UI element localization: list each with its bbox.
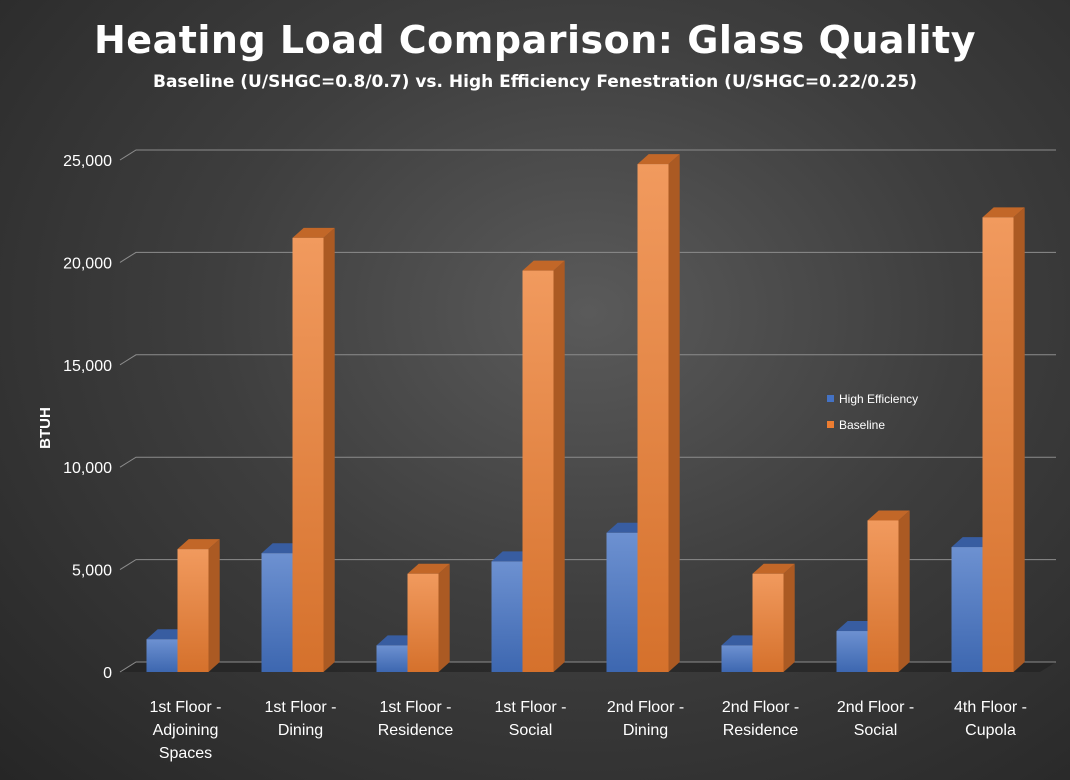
gridline bbox=[119, 354, 1056, 366]
legend-swatch bbox=[827, 395, 834, 402]
bar-front bbox=[637, 164, 669, 672]
bar-baseline bbox=[407, 563, 450, 672]
y-tick-label: 25,000 bbox=[63, 153, 112, 170]
bar-baseline bbox=[522, 260, 565, 672]
bar-side bbox=[208, 539, 220, 672]
y-tick-label: 20,000 bbox=[63, 255, 112, 272]
bar-baseline bbox=[752, 563, 795, 672]
y-tick-label: 15,000 bbox=[63, 358, 112, 375]
bar-front bbox=[146, 639, 178, 672]
bar-side bbox=[553, 260, 565, 672]
bar-top bbox=[522, 260, 565, 271]
x-tick-label: Residence bbox=[723, 722, 799, 739]
x-tick-label: Spaces bbox=[159, 745, 212, 762]
bar-front bbox=[721, 645, 753, 672]
bar-front bbox=[606, 532, 638, 672]
bar-side bbox=[438, 563, 450, 672]
bar-front bbox=[407, 573, 439, 672]
bar-baseline bbox=[292, 227, 335, 672]
gridline bbox=[119, 251, 1056, 263]
x-tick-label: Cupola bbox=[965, 722, 1016, 739]
bar-front bbox=[752, 573, 784, 672]
bar-front bbox=[982, 217, 1014, 672]
legend-label: Baseline bbox=[839, 418, 885, 432]
bar-side bbox=[783, 563, 795, 672]
x-tick-label: Adjoining bbox=[153, 722, 219, 739]
bar-front bbox=[522, 270, 554, 672]
gridline bbox=[119, 149, 1056, 161]
bar-baseline bbox=[867, 510, 910, 672]
bar-baseline bbox=[637, 154, 680, 672]
x-tick-label: 1st Floor - bbox=[264, 699, 336, 716]
x-tick-label: Dining bbox=[623, 722, 668, 739]
bar-front bbox=[491, 561, 523, 672]
gridline bbox=[119, 559, 1056, 571]
bar-front bbox=[867, 520, 899, 672]
bar-top bbox=[177, 539, 220, 550]
y-tick-label: 0 bbox=[103, 665, 112, 682]
chart-floor bbox=[120, 662, 1056, 672]
x-tick-label: 1st Floor - bbox=[379, 699, 451, 716]
chart-subtitle: Baseline (U/SHGC=0.8/0.7) vs. High Effic… bbox=[153, 72, 917, 92]
bar-top bbox=[752, 563, 795, 574]
y-tick-label: 5,000 bbox=[72, 563, 112, 580]
x-tick-label: 2nd Floor - bbox=[837, 699, 914, 716]
bar-front bbox=[836, 631, 868, 672]
bar-top bbox=[292, 227, 335, 238]
x-tick-label: Residence bbox=[378, 722, 454, 739]
legend-swatch bbox=[827, 421, 834, 428]
bar-side bbox=[668, 154, 680, 672]
x-tick-label: Social bbox=[854, 722, 898, 739]
x-tick-label: Social bbox=[509, 722, 553, 739]
bar-top bbox=[637, 154, 680, 165]
legend-label: High Efficiency bbox=[839, 392, 918, 406]
bar-top bbox=[982, 207, 1025, 218]
y-tick-label: 10,000 bbox=[63, 460, 112, 477]
bar-top bbox=[867, 510, 910, 521]
bar-baseline bbox=[177, 539, 220, 672]
x-tick-label: 1st Floor - bbox=[494, 699, 566, 716]
bar-front bbox=[376, 645, 408, 672]
bar-side bbox=[898, 510, 910, 672]
y-axis-label: BTUH bbox=[37, 407, 54, 449]
chart-title: Heating Load Comparison: Glass Quality bbox=[94, 18, 976, 62]
x-tick-label: 2nd Floor - bbox=[607, 699, 684, 716]
x-tick-label: 4th Floor - bbox=[954, 699, 1027, 716]
x-tick-label: 1st Floor - bbox=[149, 699, 221, 716]
bar-front bbox=[261, 553, 293, 672]
bar-side bbox=[1013, 207, 1025, 672]
bar-top bbox=[407, 563, 450, 574]
bar-side bbox=[323, 227, 335, 672]
x-tick-label: Dining bbox=[278, 722, 323, 739]
gridline bbox=[119, 456, 1056, 468]
bar-front bbox=[292, 237, 324, 672]
x-tick-label: 2nd Floor - bbox=[722, 699, 799, 716]
bar-baseline bbox=[982, 207, 1025, 672]
bar-front bbox=[951, 547, 983, 672]
bar-front bbox=[177, 549, 209, 672]
